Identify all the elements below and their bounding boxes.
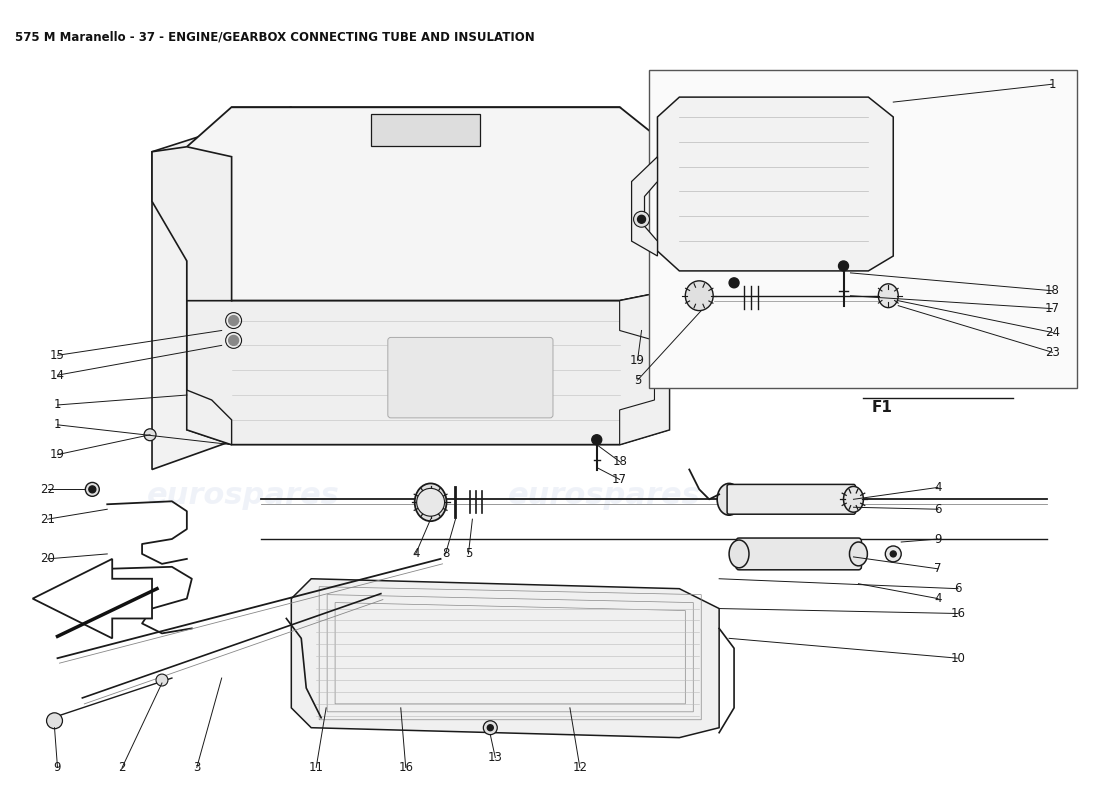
Circle shape [89, 486, 96, 493]
Circle shape [890, 551, 896, 557]
Text: 2: 2 [119, 761, 125, 774]
FancyBboxPatch shape [388, 338, 553, 418]
Text: 6: 6 [954, 582, 961, 595]
Text: 21: 21 [40, 513, 55, 526]
Ellipse shape [729, 540, 749, 568]
Circle shape [229, 315, 239, 326]
Polygon shape [33, 559, 152, 638]
Text: 3: 3 [194, 761, 200, 774]
Text: 4: 4 [411, 547, 419, 561]
FancyBboxPatch shape [371, 114, 481, 146]
Ellipse shape [844, 486, 864, 512]
FancyBboxPatch shape [736, 538, 861, 570]
Text: 16: 16 [950, 607, 966, 620]
Polygon shape [152, 107, 292, 470]
Ellipse shape [717, 483, 741, 515]
FancyBboxPatch shape [649, 70, 1077, 388]
Circle shape [417, 488, 444, 516]
Text: eurospares: eurospares [156, 267, 331, 295]
Text: 20: 20 [40, 552, 55, 566]
Circle shape [483, 721, 497, 734]
Text: 1: 1 [54, 398, 62, 411]
Text: 17: 17 [1045, 302, 1060, 315]
Polygon shape [658, 97, 893, 271]
Polygon shape [292, 578, 719, 738]
Text: 18: 18 [613, 455, 627, 468]
Text: 1: 1 [1048, 78, 1056, 90]
Text: eurospares: eurospares [508, 481, 701, 510]
Text: 19: 19 [630, 354, 645, 366]
Circle shape [156, 674, 168, 686]
Circle shape [886, 546, 901, 562]
Circle shape [638, 215, 646, 223]
Circle shape [144, 429, 156, 441]
Text: 575 M Maranello - 37 - ENGINE/GEARBOX CONNECTING TUBE AND INSULATION: 575 M Maranello - 37 - ENGINE/GEARBOX CO… [14, 30, 535, 43]
Text: 8: 8 [442, 547, 449, 561]
Text: F1: F1 [872, 400, 893, 415]
Text: 19: 19 [50, 448, 65, 461]
Text: 24: 24 [1045, 326, 1060, 339]
Polygon shape [631, 157, 658, 256]
Circle shape [592, 434, 602, 445]
Circle shape [229, 335, 239, 346]
Text: 7: 7 [934, 562, 942, 575]
Text: 4: 4 [934, 592, 942, 605]
Circle shape [86, 482, 99, 496]
Polygon shape [187, 261, 670, 445]
Text: 9: 9 [934, 533, 942, 546]
Ellipse shape [849, 542, 868, 566]
Ellipse shape [685, 281, 713, 310]
Polygon shape [152, 146, 232, 301]
Text: 6: 6 [934, 502, 942, 516]
Text: eurospares: eurospares [517, 267, 693, 295]
Circle shape [729, 278, 739, 288]
Text: 15: 15 [51, 349, 65, 362]
Text: 17: 17 [612, 473, 627, 486]
Circle shape [634, 211, 649, 227]
Text: 5: 5 [464, 547, 472, 561]
Text: 1: 1 [54, 418, 62, 431]
Text: 14: 14 [50, 369, 65, 382]
Text: 18: 18 [1045, 284, 1060, 298]
Text: 9: 9 [54, 761, 62, 774]
Text: 11: 11 [309, 761, 323, 774]
Text: 10: 10 [950, 652, 966, 665]
Ellipse shape [415, 483, 447, 521]
Text: 23: 23 [1045, 346, 1060, 359]
Text: 4: 4 [934, 481, 942, 494]
Text: 22: 22 [40, 483, 55, 496]
Text: eurospares: eurospares [147, 481, 340, 510]
Text: 12: 12 [572, 761, 587, 774]
Polygon shape [187, 107, 670, 301]
Circle shape [46, 713, 63, 729]
Polygon shape [187, 390, 232, 445]
Polygon shape [619, 290, 670, 445]
Text: 16: 16 [398, 761, 414, 774]
Ellipse shape [878, 284, 899, 308]
Circle shape [838, 261, 848, 271]
Text: 13: 13 [487, 751, 503, 764]
FancyBboxPatch shape [727, 485, 856, 514]
Text: 5: 5 [634, 374, 641, 386]
Circle shape [487, 725, 493, 730]
